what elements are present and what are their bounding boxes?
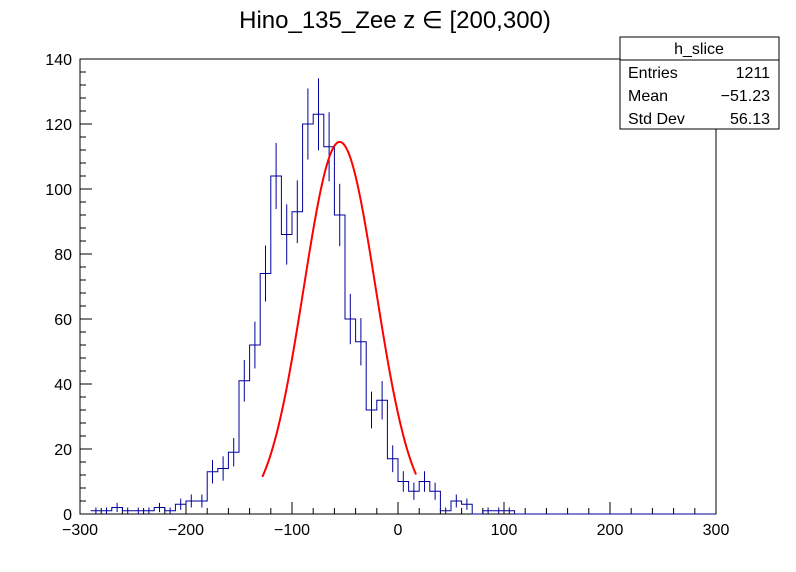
gaussian-fit <box>261 140 417 478</box>
stats-entries-label: Entries <box>628 65 678 82</box>
x-tick-label: 200 <box>597 522 624 539</box>
stats-box-title: h_slice <box>674 41 724 58</box>
x-tick-label: 0 <box>394 522 403 539</box>
y-tick-label: 20 <box>54 442 72 459</box>
stats-box: h_slice Entries 1211 Mean −51.23 Std Dev… <box>619 36 780 130</box>
histogram-outline <box>90 113 716 515</box>
chart-title: Hino_135_Zee z ∈ [200,300) <box>239 7 551 34</box>
x-tick-label: −100 <box>274 522 310 539</box>
y-tick-label: 0 <box>63 507 72 524</box>
x-tick-label: 300 <box>703 522 730 539</box>
y-tick-label: 80 <box>54 247 72 264</box>
y-tick-label: 120 <box>45 117 72 134</box>
y-tick-label: 40 <box>54 377 72 394</box>
histogram-series <box>90 78 716 515</box>
x-tick-label: 100 <box>491 522 518 539</box>
stats-entries-value: 1211 <box>736 65 771 82</box>
stats-mean-value: −51.23 <box>721 88 770 105</box>
stats-box-frame <box>619 36 780 130</box>
y-tick-label: 60 <box>54 312 72 329</box>
stats-stddev-label: Std Dev <box>628 111 685 128</box>
gaussian-fit-curve <box>261 140 417 478</box>
y-tick-label: 140 <box>45 52 72 69</box>
y-tick-label: 100 <box>45 182 72 199</box>
x-tick-label: −300 <box>62 522 98 539</box>
x-axis: −300 −200 −100 0 100 200 300 <box>62 502 729 539</box>
x-tick-label: −200 <box>168 522 204 539</box>
y-axis: 0 20 40 60 80 100 120 140 <box>45 52 92 524</box>
stats-mean-label: Mean <box>628 88 668 105</box>
stats-stddev-value: 56.13 <box>730 111 770 128</box>
